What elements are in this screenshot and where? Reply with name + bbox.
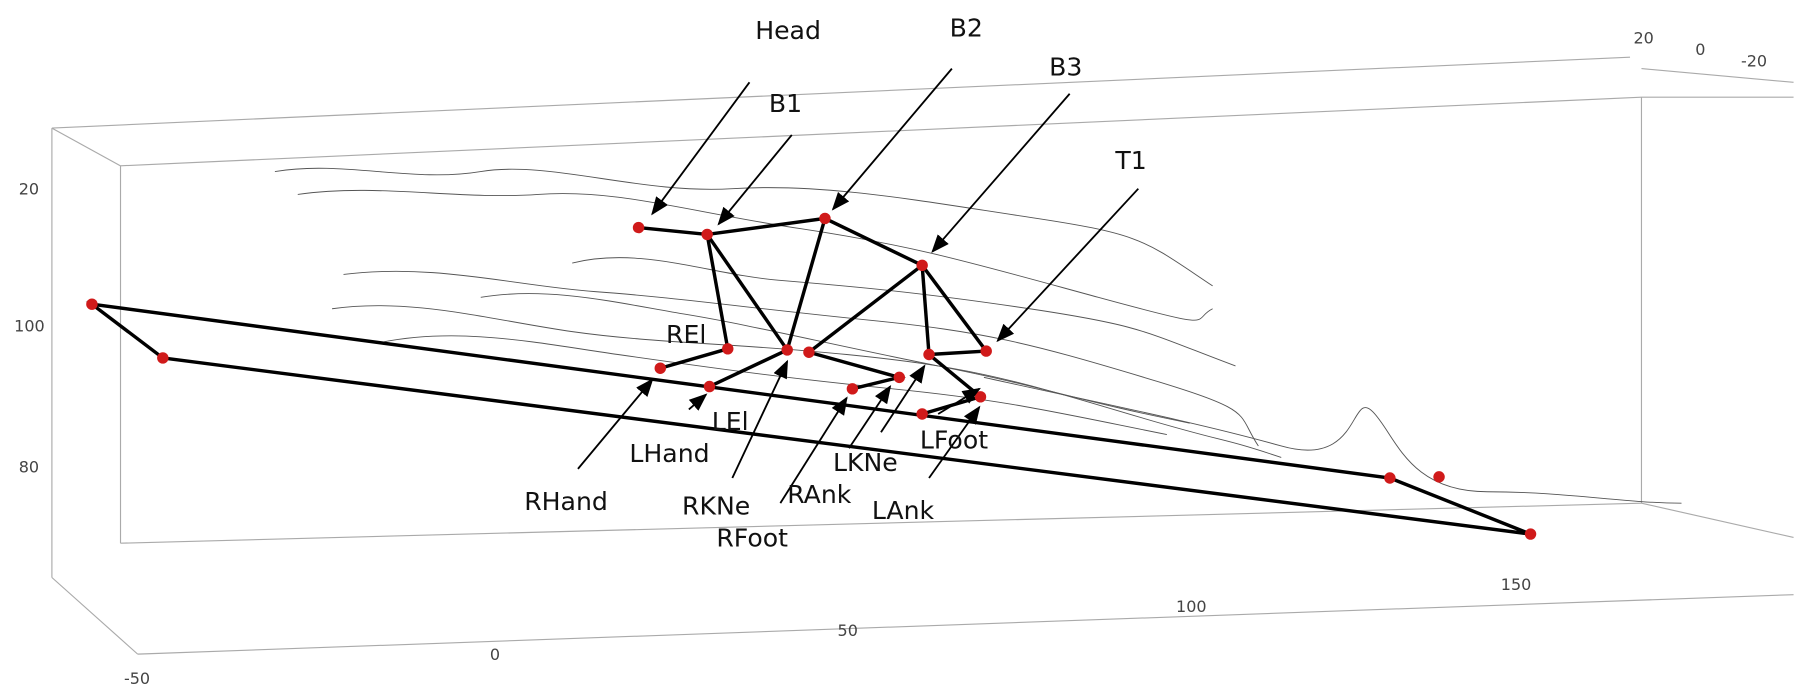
x-tick-label: 50 [838, 621, 858, 640]
y-tick-label: 20 [1633, 28, 1653, 47]
trajectories [274, 167, 1682, 504]
label: LHand [629, 439, 709, 468]
label: RAnk [787, 480, 852, 509]
x-tick-label: 150 [1501, 575, 1532, 594]
bounding-box [51, 56, 1794, 655]
label: B3 [1049, 52, 1082, 81]
label: B2 [950, 14, 983, 43]
x-tick-label: 0 [490, 645, 500, 664]
z-tick-label: 80 [19, 457, 39, 476]
label: LKNe [833, 448, 898, 477]
y-tick-label: -20 [1741, 51, 1767, 70]
markers [86, 212, 1537, 540]
z-tick-label: 20 [19, 179, 39, 198]
x-tick-label: 100 [1176, 597, 1207, 616]
label: REl [666, 320, 706, 349]
ticks: -50 0 50 100 150 20 0 -20 20 100 80 [14, 28, 1767, 685]
label: LAnk [872, 496, 935, 525]
label: LFoot [920, 425, 988, 454]
x-tick-label: -50 [124, 669, 150, 685]
labels: Head B1 B2 B3 T1 REl LEl RHand LHand RKN… [524, 14, 1147, 553]
label: RKNe [682, 492, 750, 521]
z-tick-label: 100 [14, 317, 45, 336]
y-tick-label: 0 [1695, 40, 1705, 59]
label: B1 [769, 89, 802, 118]
label: RHand [524, 487, 608, 516]
arrows [577, 68, 1139, 504]
label: RFoot [716, 524, 788, 553]
label: LEl [712, 407, 749, 436]
label: Head [755, 16, 821, 45]
label: T1 [1114, 146, 1146, 175]
